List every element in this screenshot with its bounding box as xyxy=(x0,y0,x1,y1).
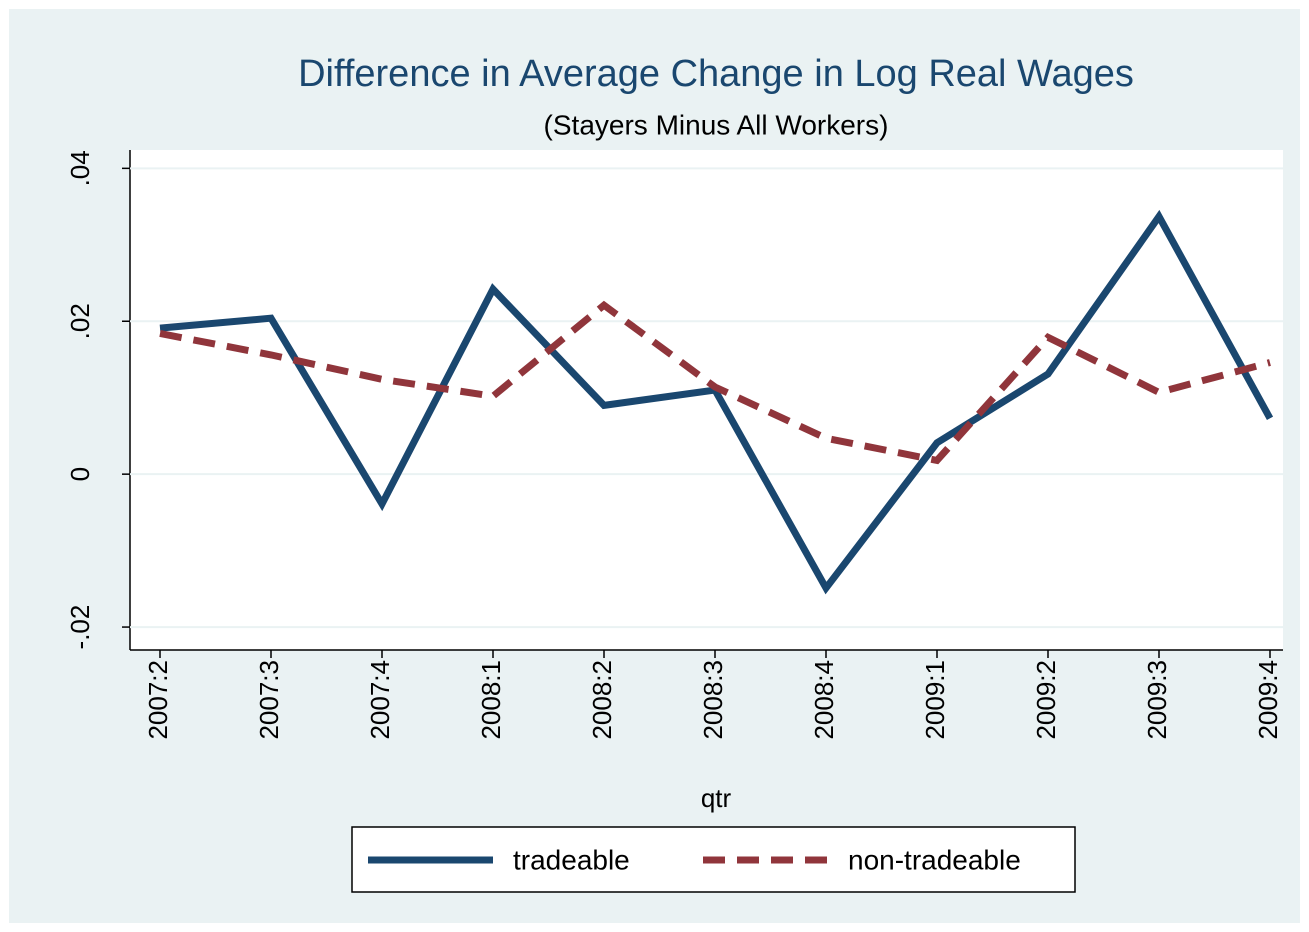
chart-subtitle: (Stayers Minus All Workers) xyxy=(544,109,889,140)
x-tick-label: 2008:4 xyxy=(809,660,839,740)
y-tick-label: -.02 xyxy=(65,605,95,650)
x-tick-label: 2009:2 xyxy=(1031,660,1061,740)
legend-label: tradeable xyxy=(513,844,630,875)
plot-area xyxy=(130,150,1283,650)
x-tick-label: 2009:3 xyxy=(1142,660,1172,740)
y-tick-label: .02 xyxy=(65,303,95,339)
x-tick-label: 2009:1 xyxy=(920,660,950,740)
y-tick-label: .04 xyxy=(65,150,95,186)
x-tick-label: 2009:4 xyxy=(1253,660,1283,740)
series-line xyxy=(159,300,1271,465)
x-tick-label: 2008:1 xyxy=(476,660,506,740)
chart-title: Difference in Average Change in Log Real… xyxy=(298,53,1134,95)
y-tick-label: 0 xyxy=(65,467,95,481)
x-tick-label: 2008:2 xyxy=(587,660,617,740)
x-tick-label: 2007:3 xyxy=(254,660,284,740)
legend-label: non-tradeable xyxy=(848,844,1021,875)
x-tick-label: 2007:4 xyxy=(365,660,395,740)
x-tick-label: 2008:3 xyxy=(698,660,728,740)
x-tick-label: 2007:2 xyxy=(143,660,173,740)
x-axis-label: qtr xyxy=(701,783,732,813)
